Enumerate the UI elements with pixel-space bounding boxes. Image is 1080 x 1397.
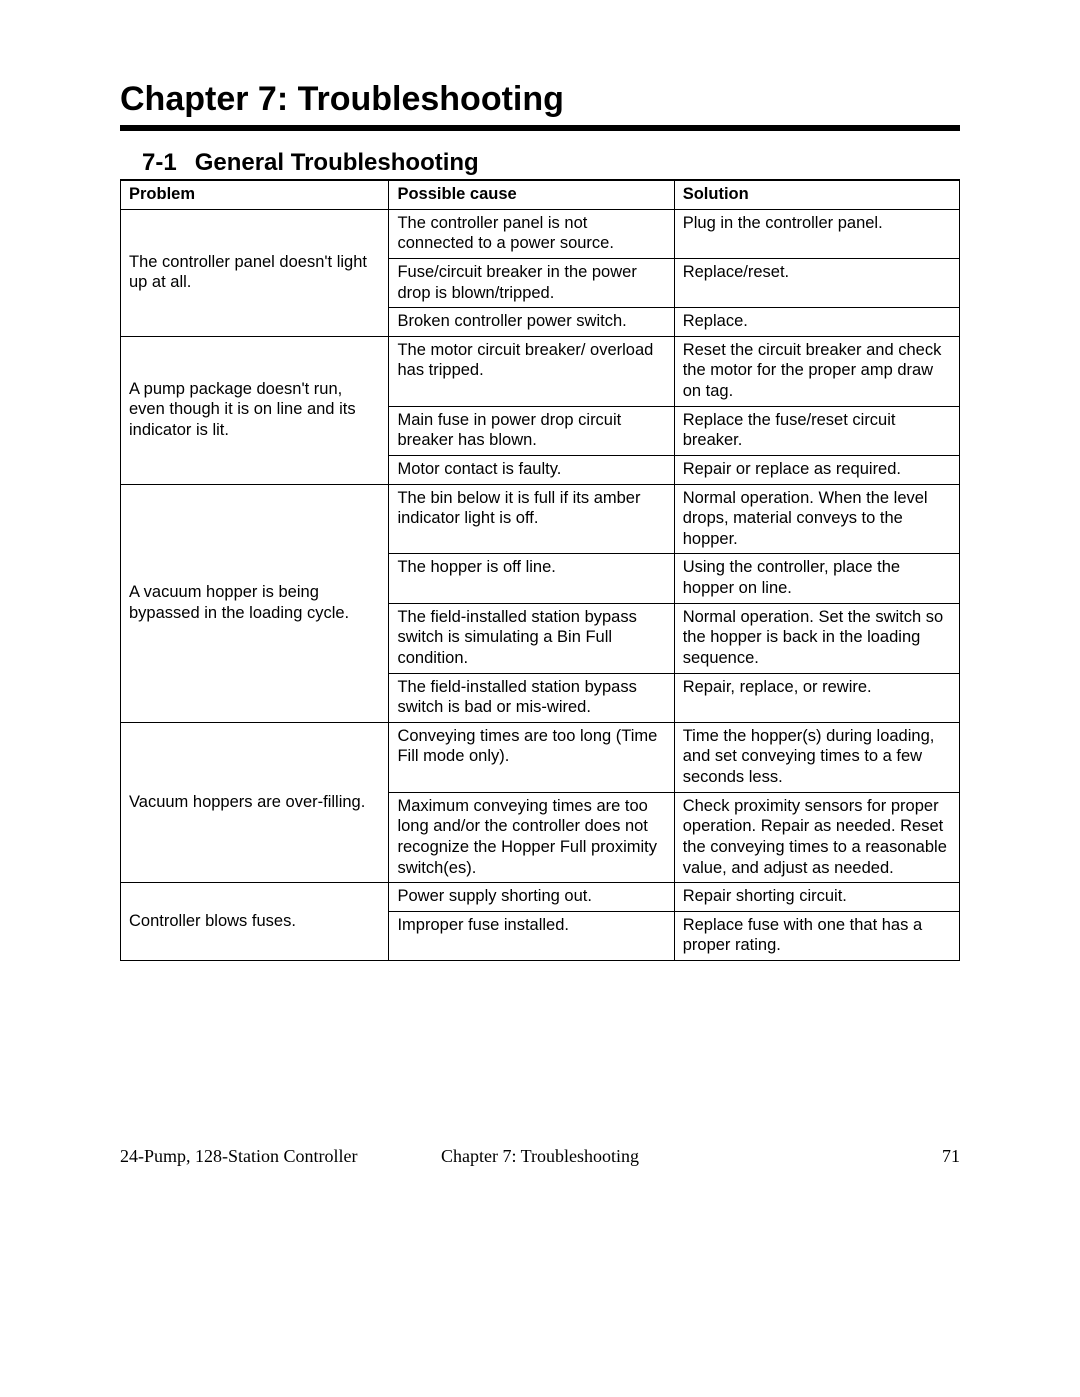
- solution-cell: Time the hopper(s) during loading, and s…: [674, 722, 959, 792]
- problem-cell: A pump package doesn't run, even though …: [121, 336, 389, 484]
- cause-cell: The field-installed station bypass switc…: [389, 603, 674, 673]
- table-row: Controller blows fuses.Power supply shor…: [121, 883, 960, 912]
- table-header-row: Problem Possible cause Solution: [121, 180, 960, 209]
- col-header-problem: Problem: [121, 180, 389, 209]
- solution-cell: Replace.: [674, 308, 959, 337]
- table-row: The controller panel doesn't light up at…: [121, 209, 960, 258]
- troubleshooting-table: Problem Possible cause Solution The cont…: [120, 179, 960, 961]
- section-number: 7-1: [142, 149, 177, 176]
- footer-page: 71: [942, 1146, 960, 1167]
- section-heading: 7-1 General Troubleshooting: [120, 149, 960, 177]
- solution-cell: Normal operation. Set the switch so the …: [674, 603, 959, 673]
- section-title: General Troubleshooting: [195, 149, 479, 176]
- col-header-cause: Possible cause: [389, 180, 674, 209]
- chapter-rule: [120, 125, 960, 131]
- cause-cell: Conveying times are too long (Time Fill …: [389, 722, 674, 792]
- solution-cell: Repair, replace, or rewire.: [674, 673, 959, 722]
- solution-cell: Repair or replace as required.: [674, 455, 959, 484]
- cause-cell: Motor contact is faulty.: [389, 455, 674, 484]
- problem-cell: Controller blows fuses.: [121, 883, 389, 961]
- cause-cell: The field-installed station bypass switc…: [389, 673, 674, 722]
- problem-cell: The controller panel doesn't light up at…: [121, 209, 389, 336]
- cause-cell: Power supply shorting out.: [389, 883, 674, 912]
- cause-cell: Fuse/circuit breaker in the power drop i…: [389, 258, 674, 307]
- col-header-solution: Solution: [674, 180, 959, 209]
- cause-cell: Main fuse in power drop circuit breaker …: [389, 406, 674, 455]
- page-footer: 24-Pump, 128-Station Controller Chapter …: [120, 1146, 960, 1167]
- solution-cell: Check proximity sensors for proper opera…: [674, 792, 959, 883]
- solution-cell: Using the controller, place the hopper o…: [674, 554, 959, 603]
- page: Chapter 7: Troubleshooting 7-1 General Tr…: [0, 0, 1080, 1397]
- table-body: The controller panel doesn't light up at…: [121, 209, 960, 960]
- problem-cell: A vacuum hopper is being bypassed in the…: [121, 484, 389, 722]
- cause-cell: Improper fuse installed.: [389, 911, 674, 960]
- cause-cell: Broken controller power switch.: [389, 308, 674, 337]
- solution-cell: Normal operation. When the level drops, …: [674, 484, 959, 554]
- solution-cell: Replace/reset.: [674, 258, 959, 307]
- chapter-title: Chapter 7: Troubleshooting: [120, 80, 960, 119]
- cause-cell: The bin below it is full if its amber in…: [389, 484, 674, 554]
- cause-cell: Maximum conveying times are too long and…: [389, 792, 674, 883]
- solution-cell: Plug in the controller panel.: [674, 209, 959, 258]
- cause-cell: The hopper is off line.: [389, 554, 674, 603]
- footer-left: 24-Pump, 128-Station Controller: [120, 1146, 358, 1167]
- cause-cell: The motor circuit breaker/ overload has …: [389, 336, 674, 406]
- solution-cell: Replace fuse with one that has a proper …: [674, 911, 959, 960]
- solution-cell: Repair shorting circuit.: [674, 883, 959, 912]
- table-row: A pump package doesn't run, even though …: [121, 336, 960, 406]
- solution-cell: Reset the circuit breaker and check the …: [674, 336, 959, 406]
- table-row: Vacuum hoppers are over-filling.Conveyin…: [121, 722, 960, 792]
- table-row: A vacuum hopper is being bypassed in the…: [121, 484, 960, 554]
- cause-cell: The controller panel is not connected to…: [389, 209, 674, 258]
- problem-cell: Vacuum hoppers are over-filling.: [121, 722, 389, 882]
- solution-cell: Replace the fuse/reset circuit breaker.: [674, 406, 959, 455]
